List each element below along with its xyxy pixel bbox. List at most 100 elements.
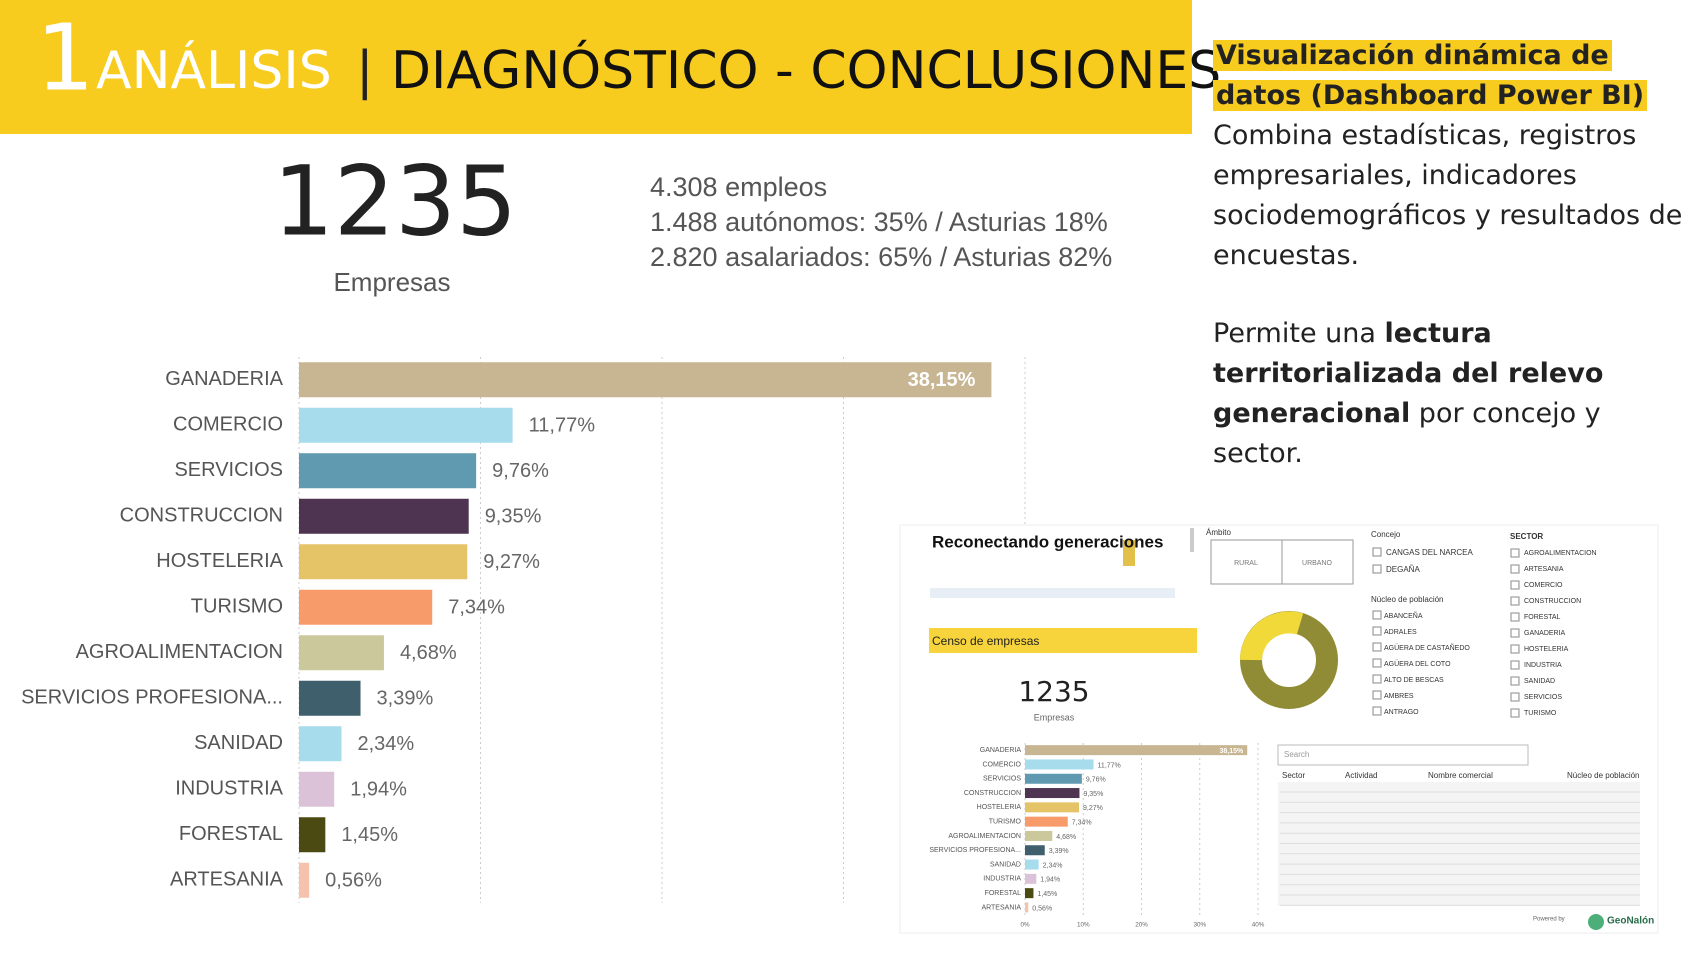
checkbox[interactable]	[1372, 626, 1382, 636]
filter-option: AGÜERA DEL COTO	[1384, 660, 1451, 668]
filter-option: SERVICIOS	[1524, 694, 1562, 701]
y-tick-label: SERVICIOS PROFESIONA...	[929, 847, 1021, 854]
y-tick-label: AGROALIMENTACION	[948, 833, 1021, 840]
table-header: Nombre comercial	[1428, 771, 1493, 780]
filter-option: RURAL	[1234, 560, 1258, 567]
bar	[299, 498, 469, 534]
value-label: 1,45%	[1037, 891, 1057, 898]
bar	[299, 407, 513, 443]
value-label: 38,15%	[908, 369, 976, 391]
header-title: ANÁLISIS	[96, 40, 332, 101]
value-label: 2,34%	[1043, 862, 1063, 869]
header-separator: |	[356, 41, 374, 101]
checkbox	[1510, 596, 1520, 606]
y-tick-label: COMERCIO	[173, 414, 283, 436]
value-label: 9,76%	[492, 460, 549, 482]
search: Search	[1284, 750, 1309, 759]
filter-label: Concejo	[1371, 530, 1401, 539]
bar	[299, 680, 361, 716]
value-label: 38,15%	[1219, 748, 1244, 755]
y-tick-label: ARTESANIA	[170, 869, 284, 891]
table-header: Actividad	[1345, 771, 1377, 780]
dash-kpi: 1235	[1018, 675, 1089, 708]
search-box[interactable]	[1277, 744, 1529, 766]
value-label: 2,34%	[357, 733, 414, 755]
checkbox[interactable]	[1372, 642, 1382, 652]
header-band	[0, 0, 1192, 134]
stats: 4.308 empleos 1.488 autónomos: 35% / Astu…	[650, 172, 1112, 272]
filter-option: COMERCIO	[1524, 582, 1563, 589]
bar	[299, 635, 384, 671]
bar	[1025, 745, 1248, 756]
y-tick-label: HOSTELERIA	[156, 550, 283, 572]
checkbox[interactable]	[1372, 674, 1382, 684]
value-label: 9,27%	[1083, 805, 1103, 812]
value-label: 0,56%	[325, 870, 382, 892]
y-tick-label: INDUSTRIA	[983, 876, 1021, 883]
checkbox[interactable]	[1372, 547, 1382, 557]
filter-option: ANTRAGO	[1384, 709, 1419, 716]
checkbox	[1510, 580, 1520, 590]
value-label: 11,77%	[1098, 762, 1121, 769]
y-tick-label: SERVICIOS	[174, 459, 283, 481]
y-tick-label: TURISMO	[989, 818, 1022, 825]
checkbox[interactable]	[1372, 564, 1382, 574]
value-label: 9,35%	[485, 506, 542, 528]
header-number: 1	[36, 4, 95, 111]
checkbox[interactable]	[1372, 658, 1382, 668]
bar	[1025, 788, 1080, 799]
y-tick-label: TURISMO	[191, 596, 283, 618]
checkbox	[1510, 548, 1520, 558]
dash-section: Censo de empresas	[932, 634, 1039, 648]
powered: Powered by	[1533, 917, 1565, 923]
filter-option: AGROALIMENTACION	[1524, 550, 1597, 557]
filter-option: CONSTRUCCION	[1524, 598, 1581, 605]
y-tick-label: SANIDAD	[194, 732, 283, 754]
bar-chart: GANADERIA 38,15% COMERCIO 11,77% SERVICIOS 9,…	[21, 357, 1026, 903]
x-tick-label: 10%	[1077, 922, 1090, 929]
bar	[299, 544, 468, 580]
checkbox	[1510, 676, 1520, 686]
filter-label: Ámbito	[1206, 528, 1231, 537]
logo	[1123, 540, 1135, 566]
filter-option: ABANCEÑA	[1384, 611, 1423, 620]
filter-option: GANADERIA	[1524, 630, 1566, 637]
bar	[299, 771, 335, 807]
stat-line: 4.308 empleos	[650, 172, 827, 202]
y-tick-label: HOSTELERIA	[977, 804, 1022, 811]
sidebar: Visualización dinámica de datos (Dashboa…	[1213, 36, 1683, 512]
x-tick-label: 0%	[1020, 922, 1030, 929]
checkbox	[1510, 628, 1520, 638]
bar	[1025, 802, 1079, 813]
checkbox	[1510, 612, 1520, 622]
dashboard-thumbnail: Reconectando generaciones Censo de empres…	[899, 524, 1659, 934]
filter-option: CANGAS DEL NARCEA	[1386, 548, 1474, 557]
bar	[1025, 816, 1068, 827]
bar	[1025, 830, 1053, 841]
checkbox[interactable]	[1372, 706, 1382, 716]
filter-option: URBANO	[1302, 560, 1333, 567]
filter-option: AMBRES	[1384, 693, 1414, 700]
y-tick-label: COMERCIO	[983, 761, 1022, 768]
value-label: 4,68%	[400, 642, 457, 664]
filter-option: TURISMO	[1524, 710, 1557, 717]
stat-line: 2.820 asalariados: 65% / Asturias 82%	[650, 242, 1112, 272]
y-tick-label: CONSTRUCCION	[964, 790, 1021, 797]
dash-kpi-label: Empresas	[1034, 712, 1075, 722]
checkbox[interactable]	[1372, 690, 1382, 700]
kpi-value: 1235	[273, 145, 517, 257]
value-label: 1,94%	[350, 779, 407, 801]
filter-option: AGÜERA DE CASTAÑEDO	[1384, 643, 1470, 652]
filter-option: ALTO DE BESCAS	[1384, 677, 1444, 684]
dash-title: Reconectando generaciones	[932, 532, 1163, 551]
checkbox[interactable]	[1372, 610, 1382, 620]
filter-label: Núcleo de población	[1371, 595, 1444, 604]
value-label: 9,35%	[1083, 791, 1103, 798]
bar	[299, 453, 477, 489]
y-tick-label: GANADERIA	[980, 747, 1022, 754]
logo-strip	[930, 588, 1175, 598]
ambito-button[interactable]	[1281, 539, 1354, 585]
text: por concejo y sector.	[1213, 398, 1601, 469]
divider	[1190, 528, 1194, 552]
